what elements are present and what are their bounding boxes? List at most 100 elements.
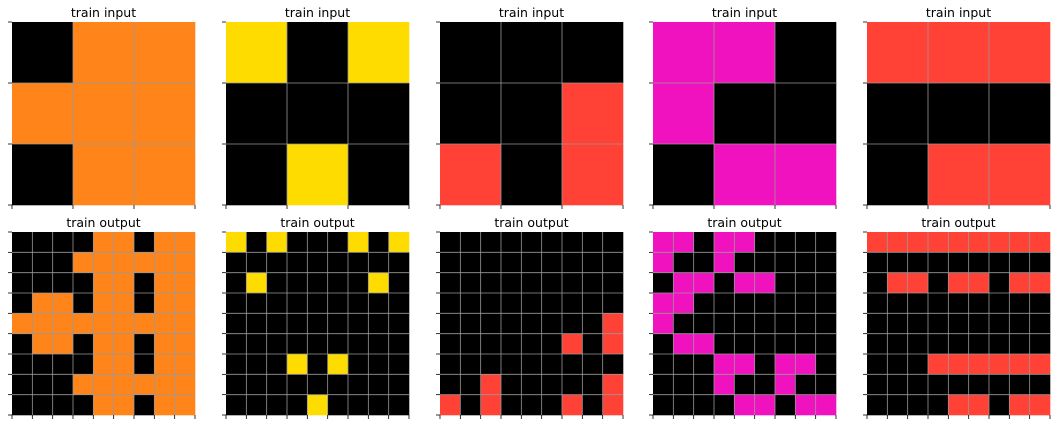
grid-cell bbox=[562, 354, 583, 375]
grid-cell bbox=[226, 252, 247, 273]
grid-cell bbox=[501, 394, 522, 416]
grid-cell bbox=[754, 374, 776, 395]
grid-cell bbox=[928, 313, 949, 334]
grid-cell bbox=[948, 374, 969, 395]
panel-title: train output bbox=[707, 215, 781, 230]
grid-cell bbox=[815, 394, 837, 416]
grid-cell bbox=[673, 374, 694, 395]
grid-cell bbox=[795, 232, 816, 253]
grid-cell bbox=[582, 293, 603, 314]
grid-cell bbox=[246, 394, 267, 416]
grid-cell bbox=[673, 394, 694, 416]
grid-cell bbox=[460, 232, 481, 253]
grid-cell bbox=[989, 22, 1051, 84]
grid-cell bbox=[815, 293, 837, 314]
grid-cell bbox=[989, 354, 1010, 375]
grid-cell bbox=[582, 394, 603, 416]
grid-cell bbox=[1009, 252, 1030, 273]
grid-cell bbox=[348, 394, 369, 416]
grid-cell bbox=[928, 252, 949, 273]
grid-cell bbox=[815, 272, 837, 294]
grid-cell bbox=[113, 374, 135, 395]
grid-cell bbox=[93, 374, 114, 395]
grid-cell bbox=[174, 252, 196, 273]
grid-cell bbox=[348, 313, 369, 334]
grid-cell bbox=[562, 333, 583, 355]
grid-cell bbox=[460, 313, 481, 334]
grid-cell bbox=[52, 394, 74, 416]
grid-cell bbox=[93, 293, 114, 314]
grid-cell bbox=[775, 232, 796, 253]
grid-cell bbox=[307, 313, 328, 334]
grid-cell bbox=[734, 394, 755, 416]
grid-cell bbox=[12, 354, 33, 375]
grid-cell bbox=[1029, 333, 1051, 355]
grid-cell bbox=[562, 272, 583, 294]
grid-cell bbox=[12, 252, 33, 273]
grid-cell bbox=[1029, 313, 1051, 334]
grid-cell bbox=[693, 293, 715, 314]
grid-cell bbox=[928, 22, 990, 84]
grid-cell bbox=[734, 333, 755, 355]
grid-cell bbox=[693, 252, 715, 273]
grid-cell bbox=[368, 374, 389, 395]
grid-cell bbox=[440, 232, 461, 253]
grid-cell bbox=[266, 293, 288, 314]
grid-cell bbox=[226, 144, 288, 206]
grid-cell bbox=[867, 313, 888, 334]
grid-cell bbox=[928, 394, 949, 416]
grid-cell bbox=[134, 22, 196, 84]
grid-cell bbox=[73, 22, 135, 84]
grid-cell bbox=[968, 232, 990, 253]
grid-cell bbox=[113, 313, 135, 334]
grid-cell bbox=[948, 232, 969, 253]
grid-cell bbox=[246, 374, 267, 395]
grid-cell bbox=[32, 394, 53, 416]
grid-cell bbox=[388, 374, 410, 395]
grid-cell bbox=[754, 232, 776, 253]
grid-cell bbox=[52, 313, 74, 334]
grid-cell bbox=[653, 333, 674, 355]
grid-cell bbox=[867, 22, 929, 84]
grid-cell bbox=[887, 394, 908, 416]
grid-cell bbox=[93, 394, 114, 416]
grid-cell bbox=[73, 232, 94, 253]
grid-cell bbox=[867, 374, 888, 395]
grid-cell bbox=[480, 272, 502, 294]
grid-cell bbox=[287, 144, 349, 206]
grid-cell bbox=[440, 354, 461, 375]
grid-cell bbox=[501, 144, 563, 206]
grid-cell bbox=[815, 232, 837, 253]
grid-cell bbox=[12, 272, 33, 294]
grid-cell bbox=[582, 272, 603, 294]
grid-cell bbox=[989, 333, 1010, 355]
grid-cell bbox=[307, 293, 328, 314]
grid-cell bbox=[541, 252, 563, 273]
grid-cell bbox=[673, 272, 694, 294]
grid-cell bbox=[948, 333, 969, 355]
grid-cell bbox=[562, 293, 583, 314]
grid-cell bbox=[714, 144, 776, 206]
grid-cell bbox=[653, 83, 715, 145]
grid-cell bbox=[154, 374, 175, 395]
grid-cell bbox=[12, 313, 33, 334]
grid-cell bbox=[134, 333, 155, 355]
grid-cell bbox=[775, 293, 796, 314]
grid-cell bbox=[562, 232, 583, 253]
grid-cell bbox=[907, 232, 929, 253]
grid-cell bbox=[226, 232, 247, 253]
grid-cell bbox=[266, 313, 288, 334]
grid-cell bbox=[226, 374, 247, 395]
grid-cell bbox=[460, 394, 481, 416]
grid-cell bbox=[12, 374, 33, 395]
grid-cell bbox=[287, 394, 308, 416]
grid-cell bbox=[653, 293, 674, 314]
grid-cell bbox=[226, 293, 247, 314]
grid-cell bbox=[521, 272, 542, 294]
grid-cell bbox=[266, 252, 288, 273]
grid-cell bbox=[287, 252, 308, 273]
grid-cell bbox=[501, 83, 563, 145]
grid-cell bbox=[287, 374, 308, 395]
grid-cell bbox=[440, 374, 461, 395]
grid-cell bbox=[795, 293, 816, 314]
